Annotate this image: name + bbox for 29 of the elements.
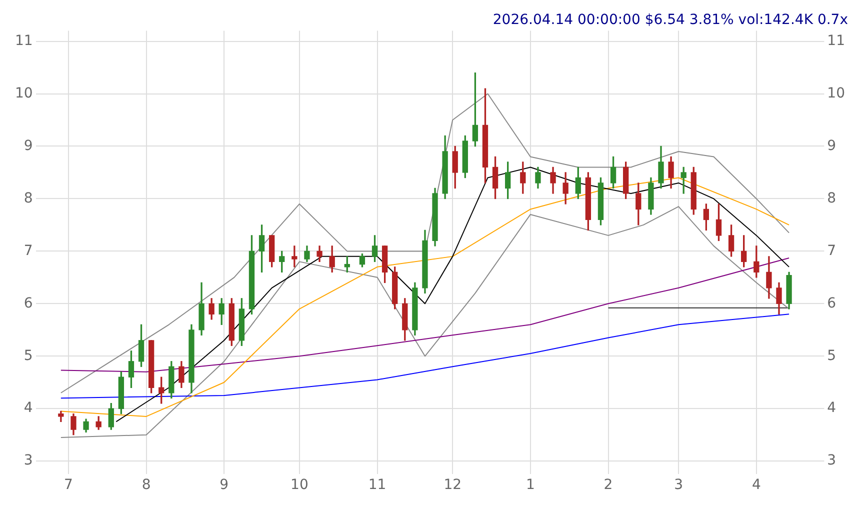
y2-tick-label: 6 [827,295,836,312]
y2-tick-label: 11 [827,32,846,49]
y2-tick-label: 8 [827,190,836,206]
y2-tick-label: 3 [827,452,836,469]
y2-tick-label: 10 [827,85,846,102]
y-tick-label: 6 [24,295,33,312]
y-tick-label: 10 [14,85,33,102]
x-tick-label: 1 [526,477,535,494]
y2-tick-label: 4 [827,400,836,416]
y2-tick-label: 7 [827,242,836,259]
x-tick-label: 10 [290,477,308,494]
x-tick-label: 9 [220,477,229,494]
y-tick-label: 11 [14,32,33,49]
y-tick-label: 7 [24,242,33,259]
x-tick-label: 11 [368,477,386,494]
x-tick-label: 4 [752,477,761,494]
x-tick-label: 3 [674,477,684,494]
y-tick-label: 3 [24,452,33,469]
y-tick-label: 4 [24,400,33,416]
y-tick-label: 5 [24,348,33,364]
x-tick-label: 2 [604,477,613,494]
x-tick-label: 7 [64,477,73,494]
x-tick-label: 8 [142,477,151,494]
chart-title: 2026.04.14 00:00:00 $6.54 3.81% vol:142.4K 0.7x [492,12,848,28]
y-tick-label: 9 [24,138,33,154]
x-tick-label: 12 [444,477,462,494]
y2-tick-label: 5 [827,348,836,364]
y-tick-label: 8 [24,190,33,206]
y2-tick-label: 9 [827,138,836,154]
